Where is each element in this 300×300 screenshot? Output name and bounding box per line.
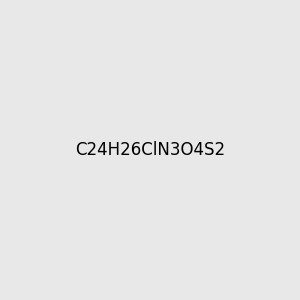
Text: C24H26ClN3O4S2: C24H26ClN3O4S2 [75,141,225,159]
